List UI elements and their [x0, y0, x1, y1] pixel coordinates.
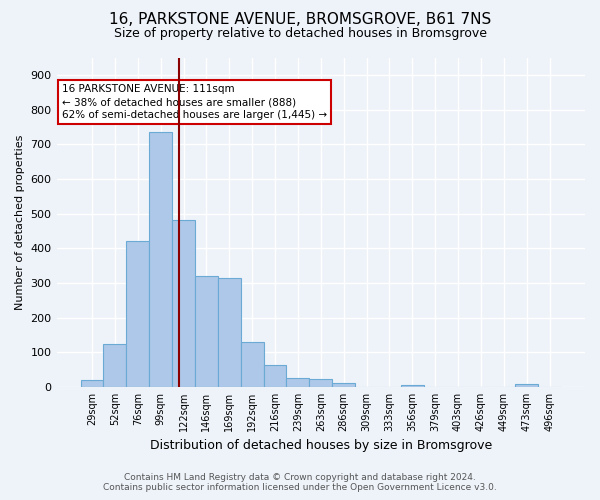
Bar [80, 380, 103, 387]
Bar [401, 384, 424, 387]
Bar [286, 378, 310, 387]
Bar [127, 242, 149, 387]
Bar [332, 384, 355, 387]
Bar [103, 344, 127, 387]
Text: 16 PARKSTONE AVENUE: 111sqm
← 38% of detached houses are smaller (888)
62% of se: 16 PARKSTONE AVENUE: 111sqm ← 38% of det… [62, 84, 327, 120]
Bar [263, 365, 286, 387]
Bar [218, 278, 241, 387]
Bar [149, 132, 172, 387]
Bar [241, 342, 263, 387]
Bar [195, 276, 218, 387]
Y-axis label: Number of detached properties: Number of detached properties [15, 134, 25, 310]
Text: Contains HM Land Registry data © Crown copyright and database right 2024.
Contai: Contains HM Land Registry data © Crown c… [103, 473, 497, 492]
Bar [310, 380, 332, 387]
Bar [172, 220, 195, 387]
Text: 16, PARKSTONE AVENUE, BROMSGROVE, B61 7NS: 16, PARKSTONE AVENUE, BROMSGROVE, B61 7N… [109, 12, 491, 28]
X-axis label: Distribution of detached houses by size in Bromsgrove: Distribution of detached houses by size … [149, 440, 492, 452]
Text: Size of property relative to detached houses in Bromsgrove: Size of property relative to detached ho… [113, 28, 487, 40]
Bar [515, 384, 538, 387]
